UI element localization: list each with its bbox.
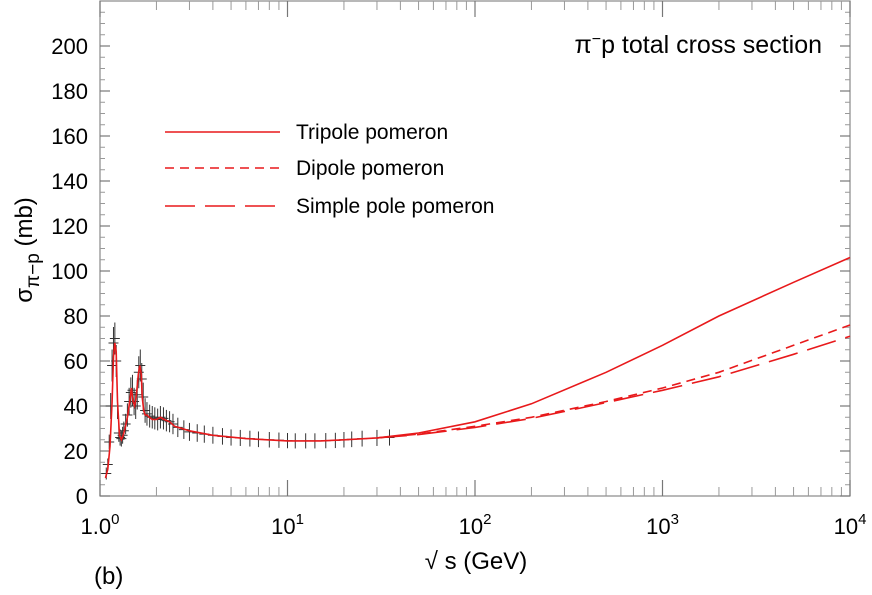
series-lines: [104, 256, 851, 479]
x-tick-label: 102: [459, 511, 492, 539]
y-tick-label: 160: [51, 124, 88, 149]
data-points: [101, 322, 395, 480]
x-tick-label: 103: [646, 511, 679, 539]
chart-title: π−p total cross section: [574, 31, 822, 59]
x-axis: 1.00 101 102 103 104: [81, 1, 867, 539]
legend-label: Dipole pomeron: [296, 157, 444, 180]
panel-label: (b): [94, 563, 123, 590]
y-tick-label: 200: [51, 34, 88, 59]
series-line-simple-pole-pomeron: [376, 335, 851, 439]
x-tick-label: 1.00: [81, 511, 120, 539]
series-line-tripole-pomeron: [104, 256, 851, 479]
y-tick-label: 140: [51, 169, 88, 194]
y-tick-label: 40: [64, 394, 88, 419]
series-line-dipole-pomeron: [376, 324, 851, 439]
x-tick-label: 101: [271, 511, 304, 539]
y-tick-label: 80: [64, 304, 88, 329]
legend: Tripole pomeron Dipole pomeron Simple pole…: [165, 121, 494, 218]
minor-ticks: [100, 1, 850, 496]
x-axis-title: √ s (GeV): [425, 548, 528, 575]
y-tick-label: 180: [51, 79, 88, 104]
y-axis: 0 20 40 60 80 100 120 140 160 180 200: [51, 34, 850, 509]
x-tick-label: 104: [834, 511, 867, 539]
y-axis-title: σπ−p (mb): [11, 197, 44, 303]
y-tick-label: 0: [76, 484, 88, 509]
y-tick-label: 120: [51, 214, 88, 239]
legend-label: Simple pole pomeron: [296, 195, 494, 218]
y-tick-label: 20: [64, 439, 88, 464]
legend-label: Tripole pomeron: [296, 121, 448, 144]
y-tick-label: 60: [64, 349, 88, 374]
y-tick-label: 100: [51, 259, 88, 284]
